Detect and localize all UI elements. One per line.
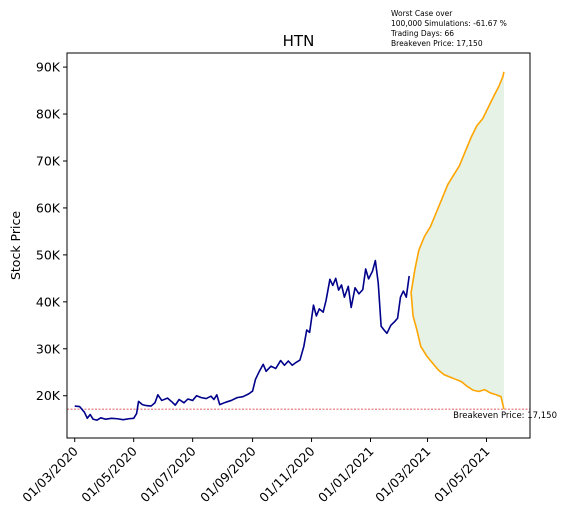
x-tick-label: 01/05/2020 (78, 443, 140, 505)
x-tick-label: 01/03/2020 (19, 443, 81, 505)
x-tick-label: 01/01/2021 (315, 444, 377, 506)
annotation-line: 100,000 Simulations: -61.67 % (391, 19, 507, 28)
y-tick-label: 50K (36, 247, 61, 262)
history-price-line (74, 259, 410, 421)
y-tick-label: 40K (36, 294, 61, 309)
y-tick-label: 30K (36, 341, 61, 356)
x-tick-label: 01/09/2020 (197, 443, 259, 505)
projection-lower-line (410, 292, 505, 410)
x-tick-label: 01/07/2020 (137, 443, 199, 505)
projection-band (411, 71, 504, 410)
projection-band-layer (411, 71, 504, 410)
annotation-line: Worst Case over (391, 9, 453, 18)
chart-title: HTN (283, 32, 315, 50)
annotation-line: Trading Days: 66 (390, 29, 454, 38)
annotation-line: Breakeven Price: 17,150 (391, 39, 483, 48)
y-tick-label: 60K (36, 200, 61, 215)
x-tick-label: 01/03/2021 (372, 444, 434, 506)
x-tick-label: 01/05/2021 (431, 444, 493, 506)
x-tick-label: 01/11/2020 (256, 443, 318, 505)
y-tick-label: 80K (36, 107, 61, 122)
breakeven-label: Breakeven Price: 17,150 (453, 411, 557, 421)
y-tick-label: 70K (36, 153, 61, 168)
y-tick-label: 20K (36, 388, 61, 403)
series-lines-layer (67, 71, 530, 421)
y-axis-label: Stock Price (8, 211, 23, 280)
y-tick-label: 90K (36, 60, 61, 75)
projection-upper-line (410, 71, 505, 293)
plot-frame (66, 52, 531, 439)
